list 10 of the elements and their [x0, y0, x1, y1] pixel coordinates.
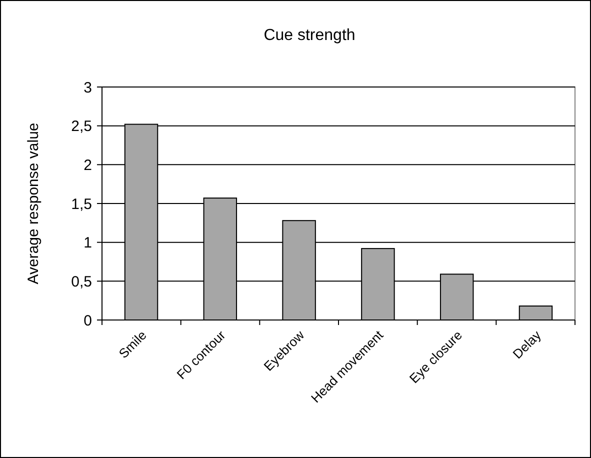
y-tick-label: 0,5 — [71, 273, 92, 290]
y-tick-label: 1,5 — [71, 196, 92, 213]
y-tick-label: 2,5 — [71, 118, 92, 136]
y-tick-label: 3 — [84, 79, 92, 96]
bar — [518, 306, 553, 320]
y-tick-label: 2 — [84, 156, 92, 174]
y-tick-label: 0 — [84, 312, 92, 330]
y-tick-label: 1 — [84, 234, 92, 252]
y-axis-title: Average response value — [25, 122, 42, 284]
chart-title: Cue strength — [264, 27, 356, 44]
